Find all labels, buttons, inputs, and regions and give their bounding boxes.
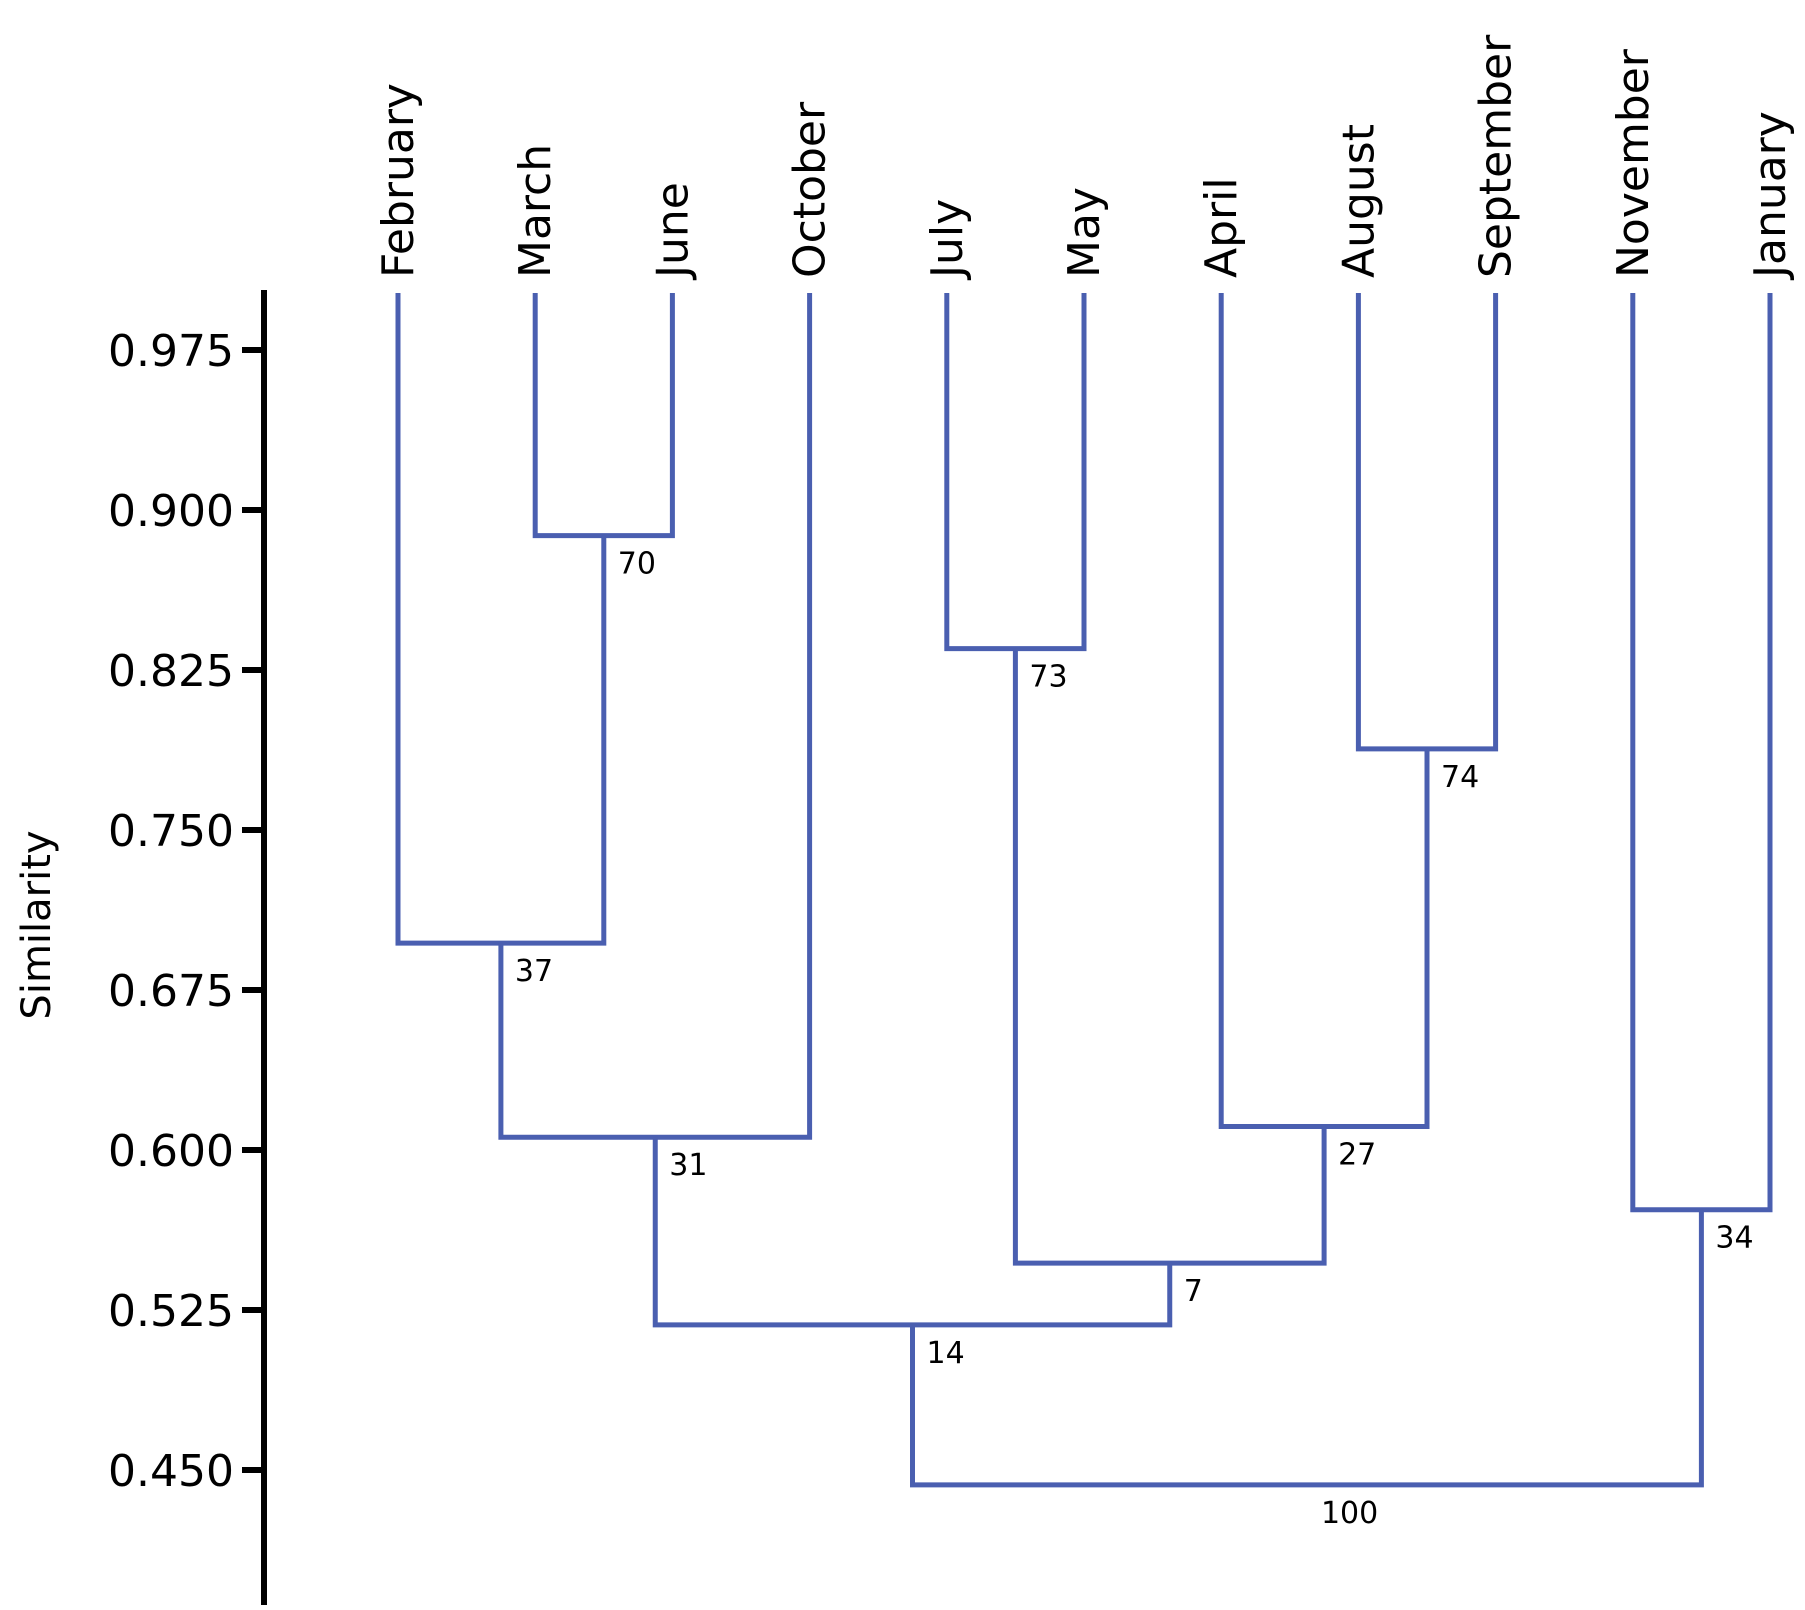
y-tick-label: 0.600: [108, 1126, 234, 1177]
y-tick-label: 0.525: [108, 1286, 234, 1337]
dendrogram-link: [498, 293, 813, 1140]
leaf-label: November: [1608, 48, 1659, 278]
y-tick-label: 0.750: [108, 806, 234, 857]
y-tick-label: 0.975: [108, 326, 234, 377]
merge-label: 34: [1715, 1221, 1753, 1256]
leaf-label: July: [922, 199, 973, 281]
merge-label: 74: [1441, 760, 1479, 795]
leaf-label: February: [373, 83, 424, 278]
leaf-label: August: [1333, 124, 1384, 278]
merge-label: 37: [515, 954, 553, 989]
dendrogram-link: [532, 293, 675, 539]
merge-label: 14: [927, 1336, 965, 1371]
leaf-label: October: [785, 101, 836, 278]
merge-label: 27: [1338, 1138, 1376, 1173]
y-tick-label: 0.825: [108, 646, 234, 697]
dendrogram-link: [1630, 293, 1773, 1213]
leaf-label: September: [1471, 34, 1522, 278]
leaf-label: May: [1059, 187, 1110, 278]
merge-label: 73: [1029, 660, 1067, 695]
y-axis-ticks: 0.975 0.900 0.825 0.750 0.675 0.600 0.525 0.450: [108, 326, 264, 1497]
merge-label: 31: [669, 1148, 707, 1183]
dendrogram-link: [1012, 648, 1327, 1266]
dendrogram-link: [652, 1137, 1173, 1328]
dendrogram-link: [395, 293, 607, 946]
leaf-labels: February March June October July May April Augu…: [373, 34, 1796, 281]
merge-label: 7: [1184, 1274, 1203, 1309]
dendrogram-link: [910, 1209, 1704, 1488]
merge-node-labels: 70 73 74 37 31 27 34 7 14 100: [515, 547, 1754, 1531]
dendrogram-link: [1355, 293, 1499, 752]
leaf-label: April: [1196, 177, 1247, 278]
dendrogram-links: [395, 293, 1773, 1488]
dendrogram-link: [944, 293, 1087, 652]
leaf-label: March: [510, 144, 561, 278]
dendrogram-link: [1218, 293, 1430, 1130]
merge-label: 70: [618, 547, 656, 582]
y-tick-label: 0.900: [108, 486, 234, 537]
leaf-label: January: [1745, 111, 1796, 281]
y-axis-label: Similarity: [14, 830, 60, 1019]
leaf-label: June: [647, 182, 698, 281]
y-tick-label: 0.675: [108, 966, 234, 1017]
merge-label: 100: [1321, 1496, 1378, 1531]
y-tick-label: 0.450: [108, 1446, 234, 1497]
